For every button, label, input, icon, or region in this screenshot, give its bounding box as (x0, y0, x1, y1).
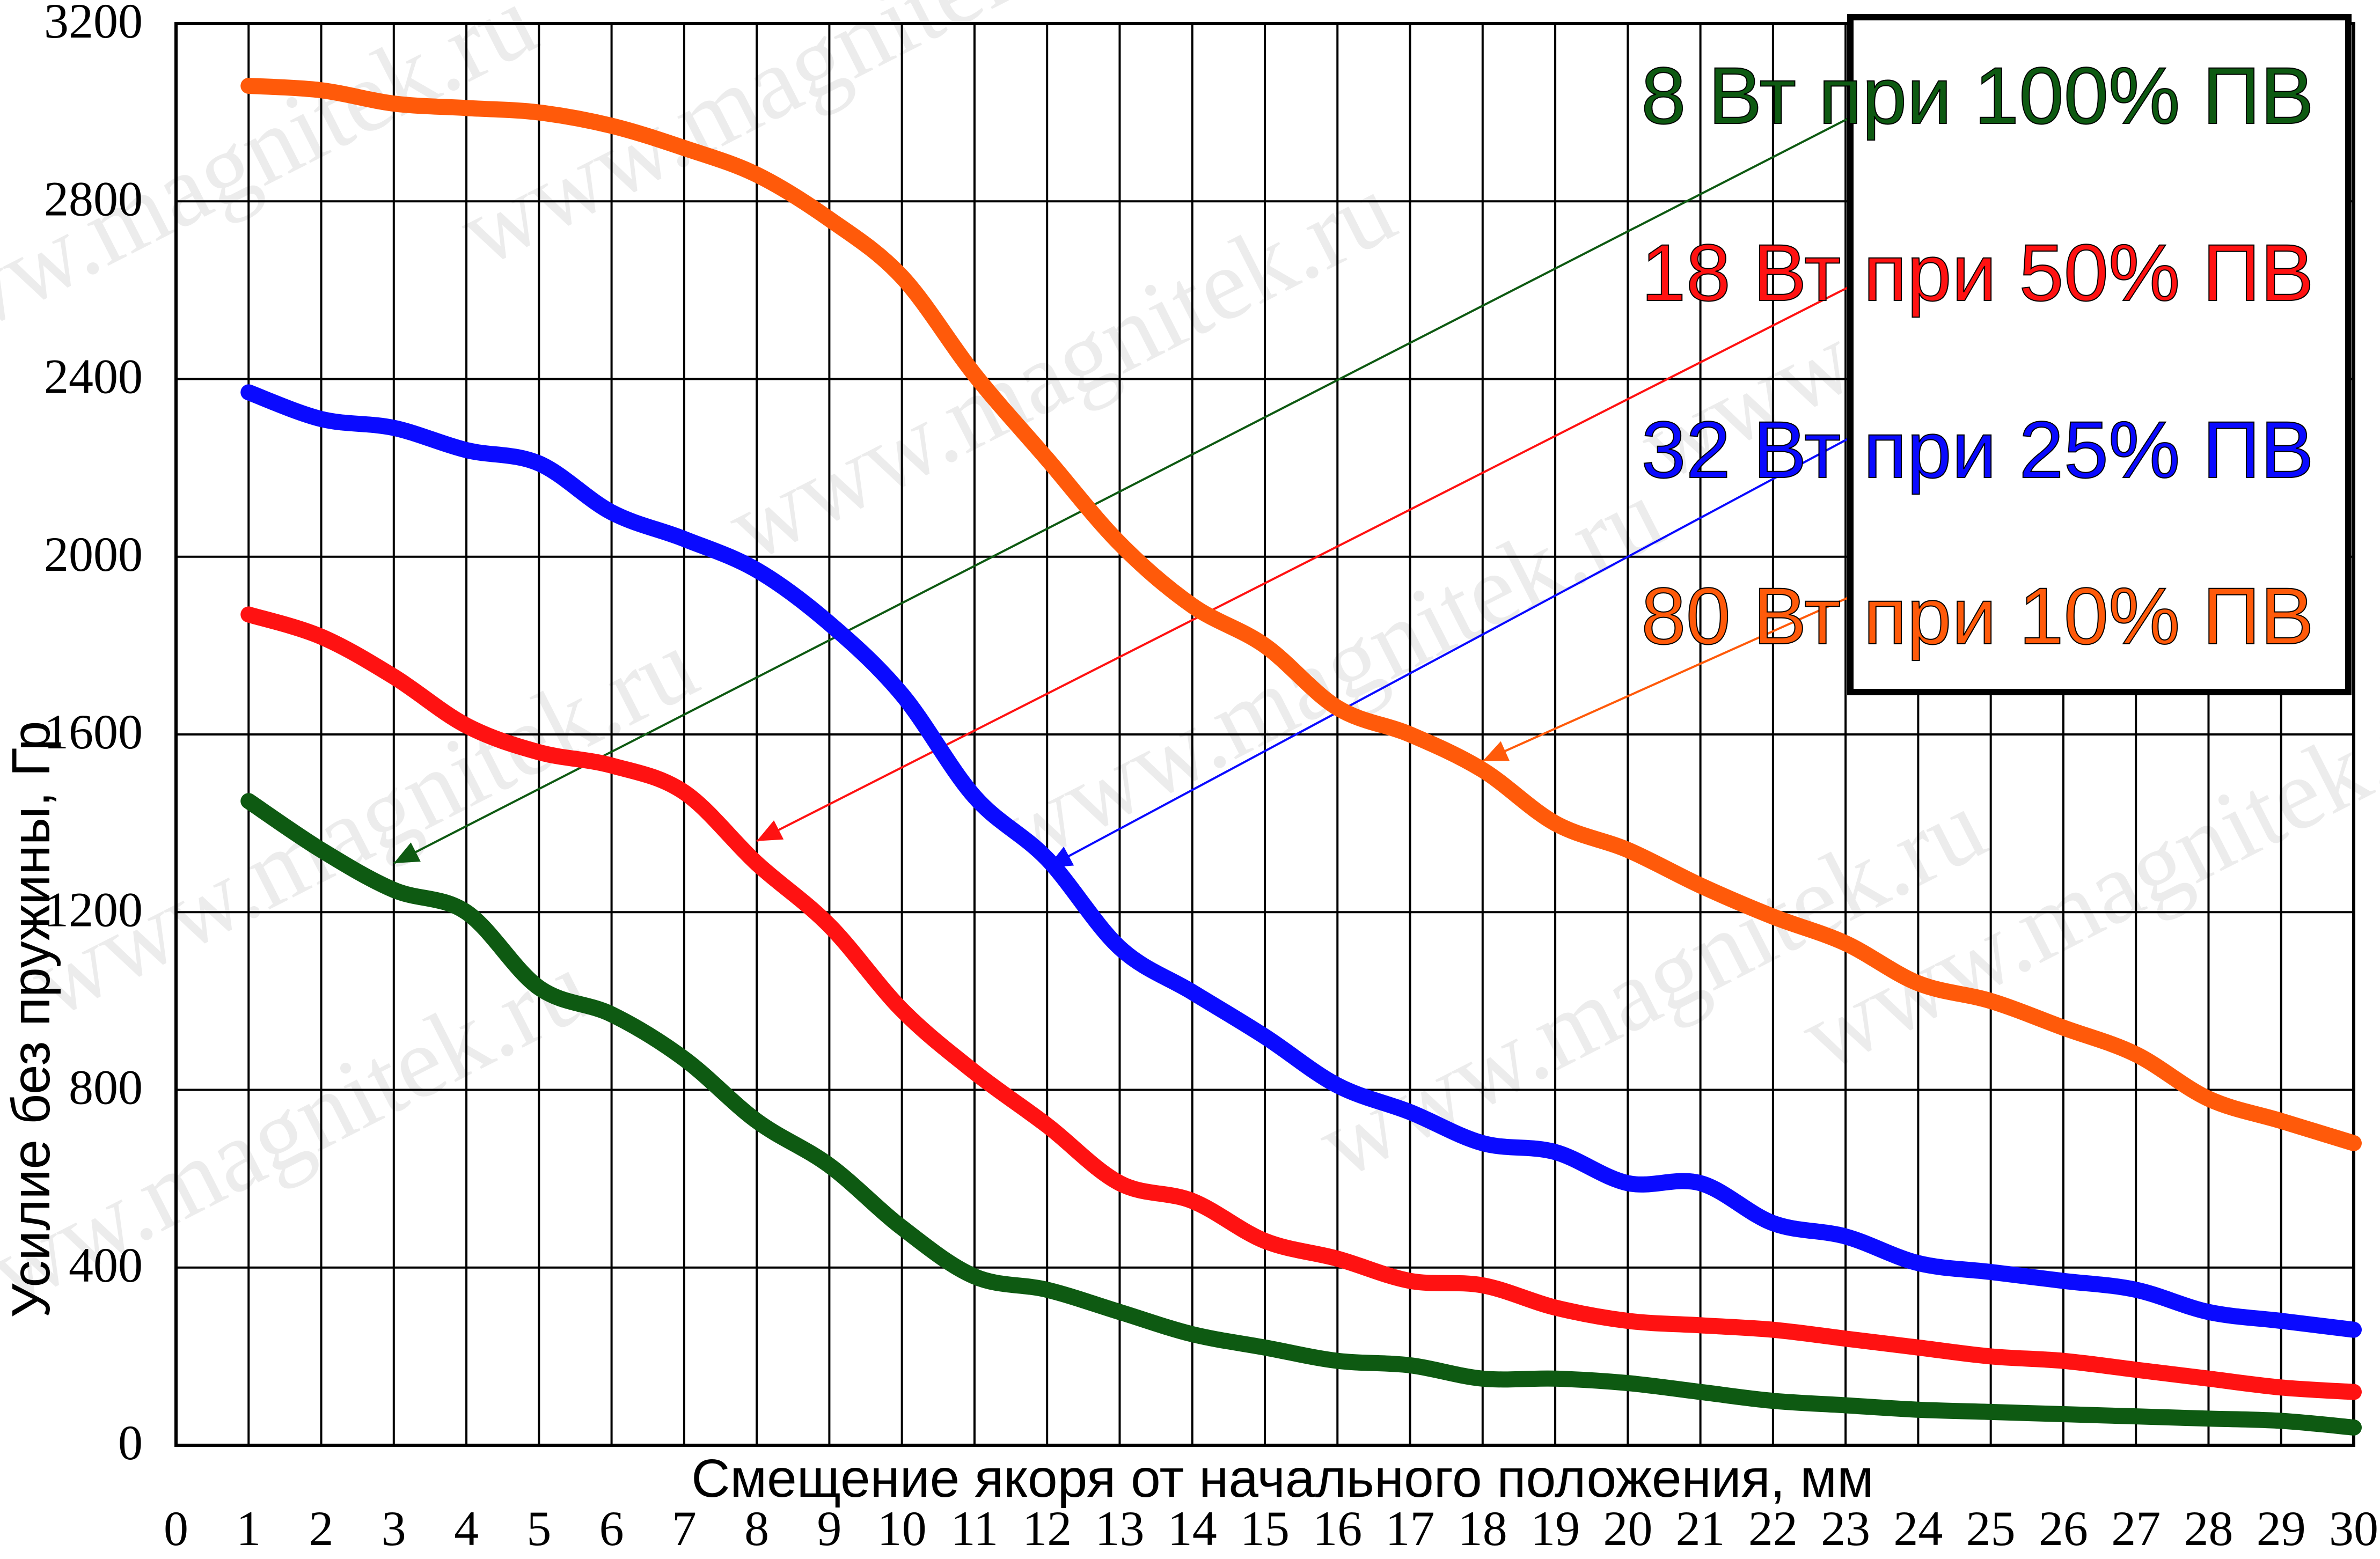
x-tick-label: 26 (2039, 1501, 2088, 1556)
x-tick-label: 19 (1530, 1501, 1580, 1556)
x-tick-label: 15 (1240, 1501, 1290, 1556)
x-tick-label: 7 (672, 1501, 697, 1556)
y-tick-label: 0 (118, 1415, 143, 1470)
x-tick-label: 27 (2111, 1501, 2161, 1556)
legend-entry: 80 Вт при 10% ПВ (1641, 571, 2314, 661)
x-tick-label: 24 (1893, 1501, 1943, 1556)
x-tick-label: 5 (526, 1501, 551, 1556)
x-tick-label: 17 (1386, 1501, 1435, 1556)
series-line (240, 77, 2362, 1151)
x-tick-labels: 0 1 2 3 4 5 6 7 8 9 10 11 12 13 14 15 16 17 18 19 20 21 22 23 24… (164, 1501, 2378, 1556)
y-tick-labels: 0 400 800 1200 1600 2000 2400 2800 3200 (44, 0, 143, 1470)
legend-entry: 32 Вт при 25% ПВ (1641, 405, 2314, 495)
x-tick-label: 20 (1603, 1501, 1652, 1556)
series-line (240, 606, 2362, 1400)
x-tick-label: 30 (2329, 1501, 2378, 1556)
y-tick-label: 2400 (44, 349, 143, 404)
x-tick-label: 18 (1458, 1501, 1507, 1556)
legend-entry: 18 Вт при 50% ПВ (1641, 227, 2314, 318)
x-tick-label: 9 (817, 1501, 841, 1556)
annotation-arrowhead (1482, 741, 1510, 761)
series-line (240, 384, 2362, 1338)
x-tick-label: 8 (744, 1501, 769, 1556)
x-tick-label: 4 (454, 1501, 479, 1556)
x-axis-label: Смещение якоря от начального положения, … (691, 1448, 1874, 1509)
x-tick-label: 16 (1313, 1501, 1362, 1556)
annotation-line (1046, 431, 1861, 869)
x-tick-label: 2 (309, 1501, 334, 1556)
x-tick-label: 22 (1748, 1501, 1798, 1556)
y-axis-label: Усилие без пружины, Гр (1, 721, 61, 1318)
grid-lines (174, 22, 2355, 1447)
annotation-arrowhead (393, 842, 421, 864)
series-line (240, 793, 2362, 1436)
legend: 8 Вт при 100% ПВ 18 Вт при 50% ПВ 32 Вт пр… (1641, 14, 2352, 695)
y-tick-label: 800 (69, 1060, 143, 1115)
y-tick-label: 1600 (44, 704, 143, 759)
y-tick-label: 2000 (44, 527, 143, 582)
x-tick-label: 21 (1676, 1501, 1725, 1556)
plot-frame (174, 22, 2355, 1447)
x-tick-label: 0 (164, 1501, 188, 1556)
annotation-line (393, 111, 1861, 864)
x-tick-label: 28 (2184, 1501, 2233, 1556)
x-tick-label: 29 (2257, 1501, 2306, 1556)
annotation-arrowhead (757, 820, 784, 841)
x-tick-label: 1 (236, 1501, 261, 1556)
watermark-text: www.magnitek.ru (442, 0, 1144, 288)
y-tick-label: 1200 (44, 882, 143, 937)
annotation-line (756, 280, 1861, 842)
x-tick-label: 14 (1168, 1501, 1217, 1556)
legend-box (1847, 14, 2352, 695)
x-tick-label: 10 (877, 1501, 927, 1556)
series-lines (240, 77, 2362, 1436)
y-tick-label: 3200 (44, 0, 143, 48)
x-tick-label: 25 (1966, 1501, 2016, 1556)
x-tick-label: 6 (599, 1501, 624, 1556)
x-tick-label: 12 (1022, 1501, 1072, 1556)
x-tick-label: 3 (382, 1501, 406, 1556)
x-tick-label: 13 (1095, 1501, 1144, 1556)
y-tick-label: 2800 (44, 171, 143, 226)
watermark-text: www.magnitek.ru (13, 608, 714, 1039)
y-tick-label: 400 (69, 1238, 143, 1292)
x-tick-label: 23 (1821, 1501, 1870, 1556)
legend-entry: 8 Вт при 100% ПВ (1641, 50, 2314, 141)
annotation-line (1482, 591, 1861, 762)
x-tick-label: 11 (951, 1501, 999, 1556)
